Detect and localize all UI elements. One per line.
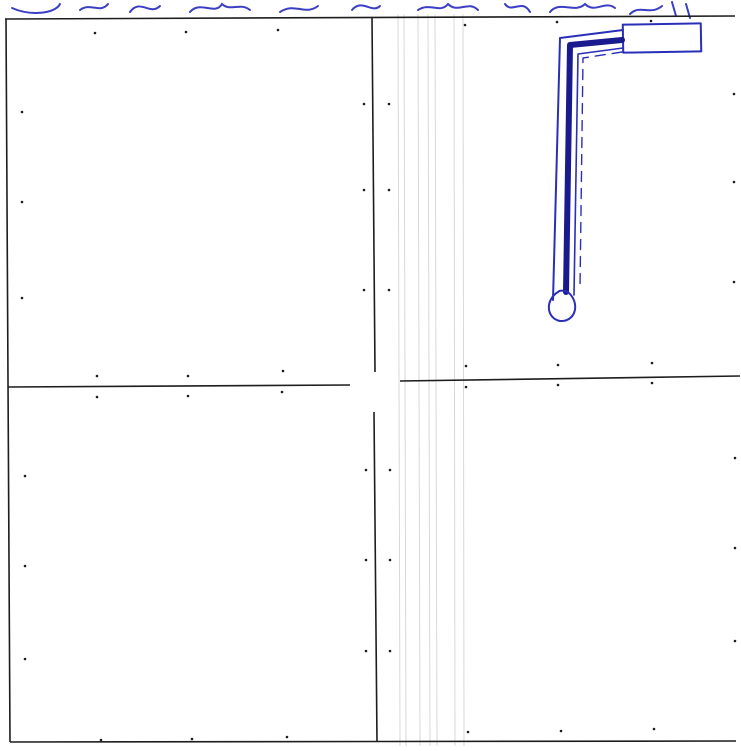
pipe-dark-center <box>563 37 625 295</box>
registration-dots <box>20 19 737 742</box>
elbow-pipe-drawing <box>547 22 703 323</box>
divider-horizontal-right <box>399 375 741 382</box>
outer-top-edge <box>4 15 736 20</box>
outer-left-edge <box>5 18 11 743</box>
pipe-dashed-guide <box>579 51 623 289</box>
pipe-round-end <box>547 289 577 323</box>
divider-vertical-upper <box>371 17 376 373</box>
pipe-outer-outline <box>552 29 624 301</box>
handwritten-heading-strokes <box>11 1 691 19</box>
divider-horizontal-left <box>7 384 351 388</box>
pipe-inner-outline <box>573 47 624 296</box>
outer-bottom-edge <box>9 740 737 743</box>
divider-vertical-lower <box>373 411 378 743</box>
grid-lines <box>4 15 741 743</box>
